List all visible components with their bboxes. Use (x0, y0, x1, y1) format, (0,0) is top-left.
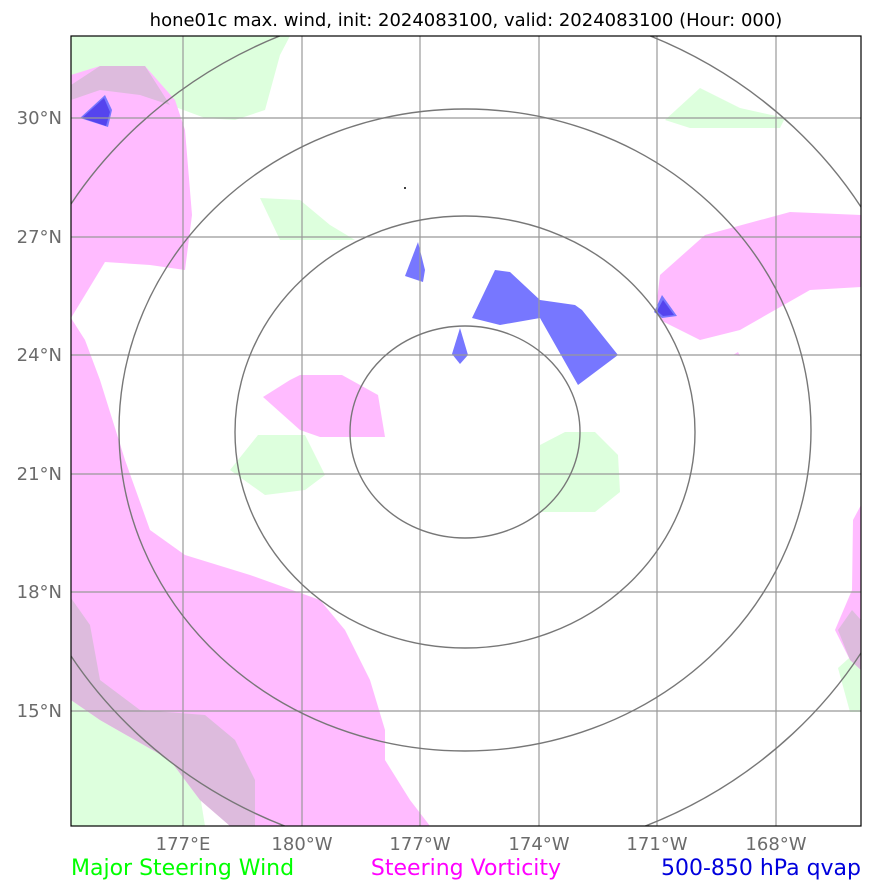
lat-label: 30°N (17, 108, 62, 129)
steering-vorticity-layer (71, 66, 861, 826)
wind-region (230, 435, 325, 495)
lon-label: 177°E (156, 834, 211, 855)
overlap-region (71, 66, 170, 105)
latitude-labels: 30°N 27°N 24°N 21°N 18°N 15°N (17, 108, 62, 722)
wind-region (260, 198, 355, 240)
legend-qvap: 500-850 hPa qvap (661, 856, 861, 881)
wind-region (838, 650, 861, 712)
lon-label: 168°W (745, 834, 806, 855)
qvap-speck (404, 187, 406, 189)
lon-label: 177°W (389, 834, 450, 855)
range-ring-inner (349, 325, 581, 539)
map-title: hone01c max. wind, init: 2024083100, val… (150, 10, 783, 31)
lon-label: 171°W (626, 834, 687, 855)
range-rings (71, 36, 861, 826)
qvap-region (657, 300, 674, 316)
longitude-labels: 177°E 180°W 177°W 174°W 171°W 168°W (156, 834, 807, 855)
lon-label: 174°W (508, 834, 569, 855)
lat-label: 21°N (17, 464, 62, 485)
overlap-region (71, 598, 255, 826)
legend-steering-vorticity: Steering Vorticity (371, 856, 561, 881)
legend-steering-wind: Major Steering Wind (71, 856, 294, 881)
range-ring-2 (234, 215, 696, 649)
vorticity-region (71, 318, 430, 826)
overlap-layer (71, 66, 861, 826)
vorticity-region (71, 66, 192, 318)
graticule (71, 36, 861, 826)
lat-label: 18°N (17, 582, 62, 603)
range-ring-3 (118, 108, 812, 752)
plot-frame (70, 35, 862, 827)
lat-label: 27°N (17, 227, 62, 248)
map-plot-area (71, 36, 861, 826)
vorticity-region (657, 212, 861, 340)
overlap-region (838, 610, 861, 670)
lon-label: 180°W (271, 834, 332, 855)
lat-label: 24°N (17, 345, 62, 366)
qvap-region (472, 270, 618, 385)
qvap-region (82, 98, 110, 126)
lat-label: 15°N (17, 701, 62, 722)
vorticity-region (263, 375, 385, 437)
